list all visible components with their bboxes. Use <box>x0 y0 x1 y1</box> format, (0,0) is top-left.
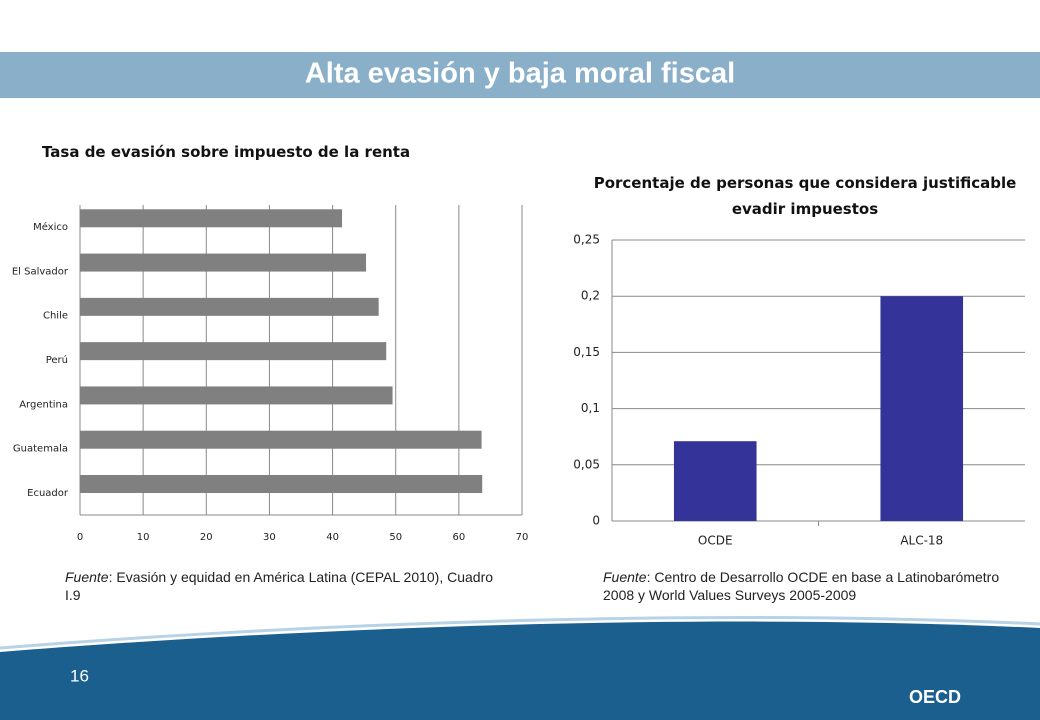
category-label: Guatemala <box>13 444 68 455</box>
source: Fuente: Centro de Desarrollo OCDE en bas… <box>603 568 1033 604</box>
y-tick-label: 0,1 <box>581 401 600 415</box>
bar <box>80 386 393 405</box>
bar <box>80 297 379 316</box>
x-tick-label: 30 <box>263 532 276 543</box>
category-label: El Salvador <box>12 266 69 277</box>
footer-band <box>0 621 1040 720</box>
bar <box>80 475 483 493</box>
chart-title: Porcentaje de personas que considera jus… <box>593 174 1017 218</box>
x-tick-label: 70 <box>516 532 529 543</box>
bar <box>80 209 343 228</box>
y-tick-label: 0,05 <box>573 457 600 471</box>
x-tick-label: 10 <box>137 532 150 543</box>
source-label: Fuente <box>65 569 109 585</box>
y-tick-label: 0,15 <box>573 345 600 359</box>
source: Fuente: Evasión y equidad en América Lat… <box>65 568 505 604</box>
source-text: : Centro de Desarrollo OCDE en base a La… <box>603 569 1000 603</box>
x-tick-label: 40 <box>326 532 339 543</box>
source-text: : Evasión y equidad en América Latina (C… <box>65 569 494 603</box>
bar <box>80 342 387 361</box>
bar <box>80 430 482 449</box>
logo: OECD <box>909 687 961 707</box>
bar <box>80 253 367 272</box>
x-tick-label: 0 <box>77 532 83 543</box>
category-label: Ecuador <box>27 488 69 499</box>
page-number: 16 <box>70 666 89 685</box>
category-label: Argentina <box>19 399 68 410</box>
chart-title: Tasa de evasión sobre impuesto de la ren… <box>42 143 411 161</box>
bar <box>673 441 757 521</box>
x-tick-label: 60 <box>452 532 465 543</box>
y-tick-label: 0 <box>592 514 600 528</box>
y-tick-label: 0,2 <box>581 289 600 303</box>
category-label: ALC-18 <box>900 534 943 548</box>
x-tick-label: 50 <box>389 532 402 543</box>
category-label: OCDE <box>698 534 733 548</box>
category-label: Perú <box>46 354 68 366</box>
x-tick-label: 20 <box>200 532 213 543</box>
title-bar <box>0 52 1040 98</box>
y-tick-label: 0,25 <box>573 233 600 247</box>
bar <box>880 296 964 521</box>
category-label: México <box>33 221 68 233</box>
slide-title: Alta evasión y baja moral fiscal <box>305 58 735 90</box>
footer-line <box>0 616 1040 650</box>
category-label: Chile <box>43 311 68 322</box>
source-label: Fuente <box>603 569 647 585</box>
